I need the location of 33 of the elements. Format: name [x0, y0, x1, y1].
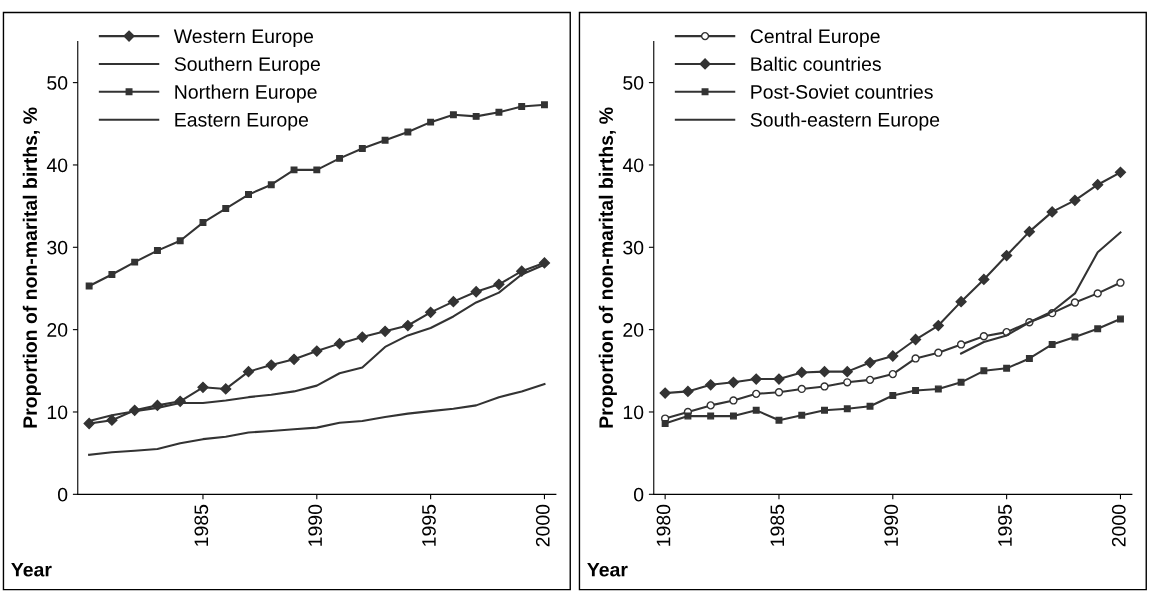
y-tick-label: 20: [47, 323, 68, 337]
x-axis-title: Year: [11, 562, 52, 577]
legend-label: Southern Europe: [174, 56, 320, 75]
y-tick-label: 0: [57, 487, 68, 502]
legend-label: Northern Europe: [175, 84, 317, 103]
x-tick-label: 1985: [770, 504, 785, 546]
x-tick-label: 1980: [656, 504, 671, 546]
x-tick-label: 1990: [308, 504, 323, 546]
y-tick-label: 50: [623, 76, 644, 90]
legend-label: Central Europe: [750, 28, 880, 47]
legend-label: Post-Soviet countries: [751, 84, 933, 99]
x-tick-label: 2000: [535, 504, 550, 547]
x-tick-label: 1995: [422, 504, 436, 546]
legend-label: South-eastern Europe: [750, 112, 940, 131]
y-tick-label: 40: [46, 158, 68, 173]
y-tick-label: 10: [623, 405, 644, 420]
y-tick-label: 40: [622, 158, 644, 173]
x-tick-label: 1985: [194, 504, 209, 546]
legend-label: Baltic countries: [751, 56, 881, 71]
y-tick-label: 20: [623, 323, 644, 337]
y-tick-label: 50: [47, 76, 68, 90]
x-tick-label: 2000: [1111, 504, 1126, 547]
x-tick-label: 1990: [884, 504, 899, 546]
y-axis-title: Proportion of non-marital births, %: [598, 107, 617, 428]
legend-label: Eastern Europe: [175, 113, 309, 131]
y-tick-label: 30: [623, 240, 644, 255]
x-tick-label: 1995: [998, 504, 1012, 546]
y-tick-label: 10: [47, 405, 68, 420]
y-tick-label: 0: [633, 487, 644, 502]
y-axis-title: Proportion of non-marital births, %: [22, 107, 41, 428]
y-tick-label: 30: [47, 240, 68, 255]
x-axis-title: Year: [587, 562, 628, 577]
legend-label: Western Europe: [173, 29, 314, 47]
